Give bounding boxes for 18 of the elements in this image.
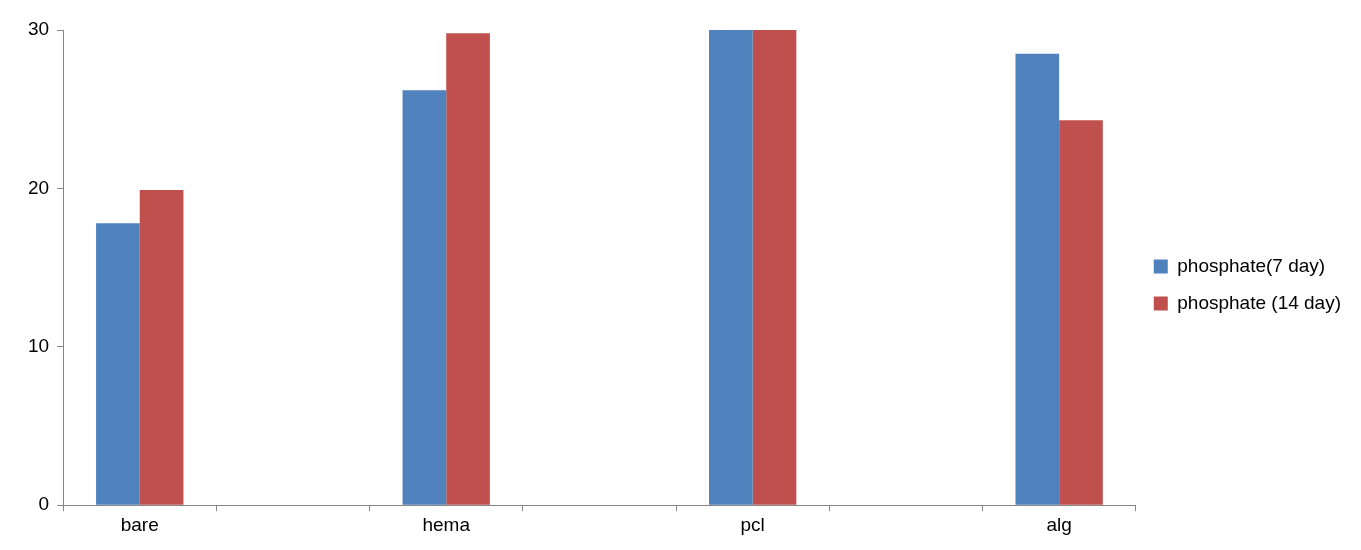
y-tick-label: 20 <box>27 176 50 198</box>
y-tick-label: 0 <box>38 493 50 515</box>
bar <box>139 189 184 505</box>
bar <box>446 33 490 505</box>
bar <box>1059 120 1103 505</box>
x-tick-label: alg <box>1046 513 1072 535</box>
legend-label: phosphate(7 day) <box>1177 254 1326 276</box>
bar <box>752 30 797 505</box>
bar <box>1015 53 1060 505</box>
legend-label: phosphate (14 day) <box>1177 291 1342 313</box>
y-tick-label: 10 <box>27 335 50 357</box>
y-tick-label: 30 <box>27 18 50 40</box>
bar <box>96 223 140 505</box>
x-tick-label: bare <box>120 513 159 535</box>
x-tick-label: hema <box>422 513 471 535</box>
bar <box>709 30 753 505</box>
bar <box>402 90 447 505</box>
x-tick-label: pcl <box>740 513 765 535</box>
